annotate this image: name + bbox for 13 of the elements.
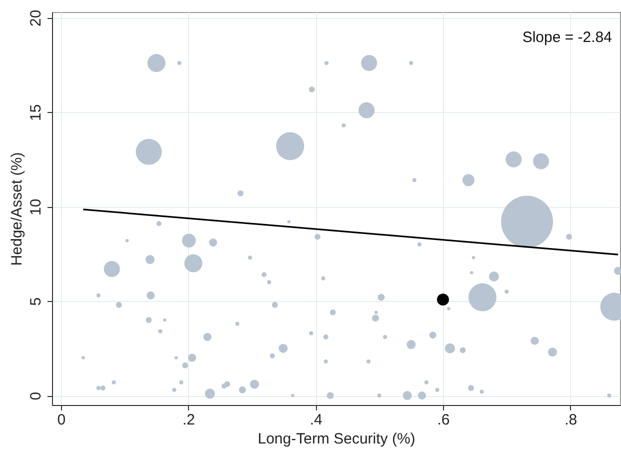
y-tick-label: 0 [28,392,44,400]
y-tick-label: 10 [28,198,44,216]
x-tick-label: 0 [57,412,66,428]
x-tick-label: .4 [310,412,322,428]
annotation: Slope = -2.84 [522,29,612,46]
x-tick-label: .8 [564,412,578,428]
x-tick-label: .2 [182,412,196,428]
x-tick-label: .6 [437,412,450,428]
y-tick-label: 5 [28,297,44,306]
y-axis-title: Hedge/Asset (%) [8,152,26,266]
x-axis-title: Long-Term Security (%) [258,430,416,448]
y-tick-label: 20 [28,10,44,27]
y-tick-label: 15 [28,104,44,121]
